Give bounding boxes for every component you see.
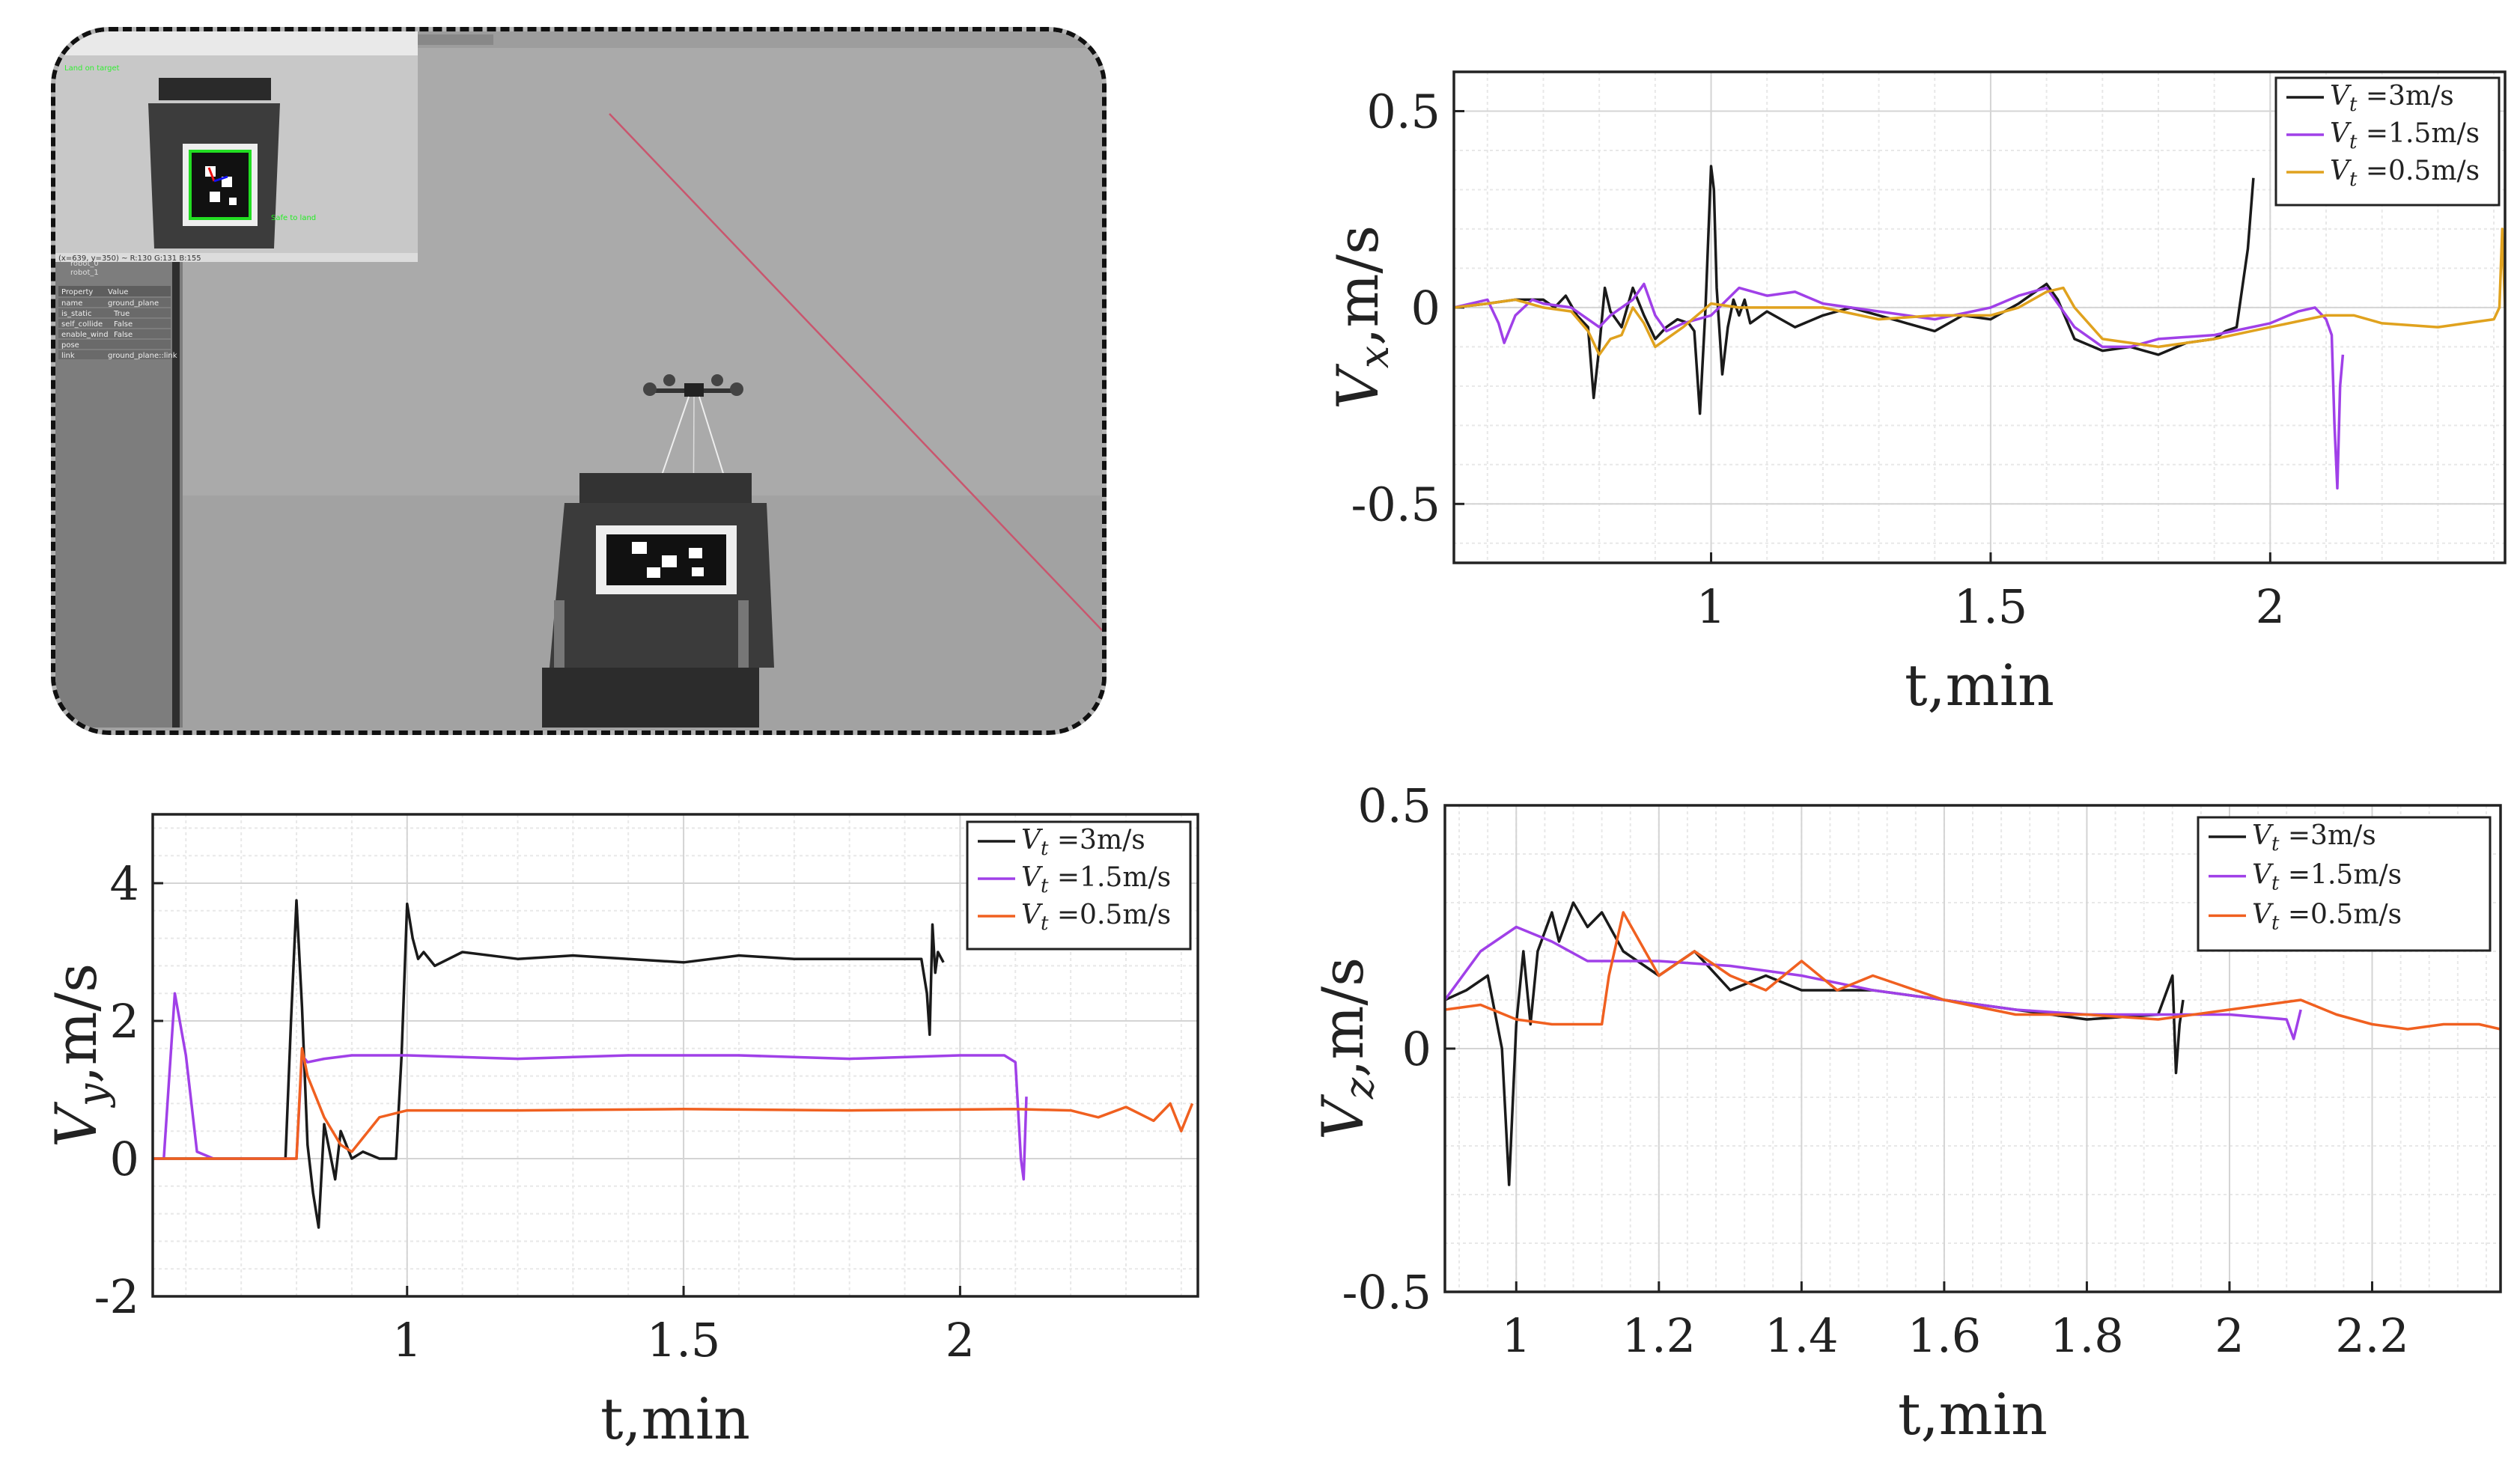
x-tick-label: 1.2 (1622, 1308, 1696, 1363)
y-tick-label: 0 (1402, 1022, 1431, 1076)
property-name: link (61, 352, 75, 360)
x-axis-label: t,min (1905, 652, 2054, 719)
y-tick-label: 0.5 (1357, 778, 1431, 833)
property-name: self_collide (61, 320, 103, 329)
camera-status-bar (55, 253, 418, 262)
camera-target-label: Safe to land (271, 214, 316, 222)
property-value: False (114, 331, 133, 339)
y-tick-label: -2 (94, 1269, 139, 1324)
plot-area (153, 814, 1198, 1296)
chart-vx-group: 1 1.5 2 -0.5 0 0.5 t,min Vx,m/s Vt =3m/sVt =1.5m… (1324, 70, 2507, 719)
x-tick-label: 1.5 (1954, 579, 2028, 634)
topic-item[interactable]: robot_1 (70, 269, 99, 277)
legend-entry: Vt =0.5m/s (2330, 156, 2480, 191)
legend-box (2197, 816, 2492, 952)
y-axis-label: Vx,m/s (1324, 225, 1398, 409)
y-tick-label: 0 (110, 1132, 139, 1186)
property-value: False (114, 320, 133, 329)
property-name: pose (61, 341, 79, 350)
y-axis-label: Vy,m/s (43, 963, 116, 1147)
legend-box (966, 820, 1192, 951)
y-tick-label: 4 (110, 856, 139, 911)
series-line-0 (1454, 165, 2255, 415)
x-tick-label: 2 (946, 1313, 975, 1367)
x-axis-label: t,min (1898, 1381, 2048, 1448)
plot-frame (1452, 70, 2507, 564)
y-tick-label: 2 (110, 994, 139, 1049)
chart-vz-group: 1 1.2 1.4 1.6 1.8 2 2.2 -0.5 0 0.5 t,min Vz,m/s Vt =… (1309, 778, 2502, 1448)
legend-entry: Vt =3m/s (1021, 825, 1145, 860)
property-name: is_static (61, 310, 91, 318)
legend-entry: Vt =1.5m/s (2330, 118, 2480, 153)
plot-frame (1443, 804, 2502, 1293)
x-tick-label: 2 (2215, 1308, 2244, 1363)
series-line-0 (153, 899, 945, 1229)
property-value: ground_plane (108, 299, 159, 308)
series-line-2 (153, 1047, 1194, 1160)
x-tick-label: 1 (1502, 1308, 1531, 1363)
y-tick-label: 0.5 (1366, 84, 1440, 138)
panel-divider[interactable] (172, 248, 180, 728)
series-line-1 (1445, 925, 2302, 1040)
drone (639, 374, 745, 541)
simulator-scene: Property Value robot_0 robot_1 name grou… (55, 31, 1102, 731)
properties-header-property: Property (61, 288, 93, 296)
property-row[interactable] (58, 319, 171, 328)
properties-panel (55, 248, 183, 728)
camera-vehicle: Safe to land (148, 78, 316, 248)
property-name: enable_wind (61, 331, 109, 339)
legend-box (2274, 76, 2501, 207)
x-tick-label: 1.6 (1908, 1308, 1982, 1363)
camera-status-text: (x=639, y=350) ~ R:130 G:131 B:155 (58, 254, 201, 263)
legend-entry: Vt =1.5m/s (2252, 860, 2402, 895)
property-value: ground_plane::link (108, 352, 177, 360)
property-value: True (113, 310, 130, 318)
chart-vy-group: 1 1.5 2 -2 0 2 4 t,min Vy,m/s Vt =3m/sVt =1.5m/sV… (43, 813, 1199, 1452)
legend-entry: Vt =3m/s (2330, 81, 2454, 116)
plot-frame (151, 813, 1199, 1298)
plot-area (1454, 72, 2505, 563)
plot-area (1445, 805, 2501, 1292)
property-row[interactable] (58, 350, 171, 359)
x-tick-label: 1.8 (2050, 1308, 2124, 1363)
property-row[interactable] (58, 308, 171, 317)
y-tick-label: 0 (1411, 281, 1440, 335)
camera-overlay-label: Land on target (64, 64, 120, 73)
camera-inset-title (55, 31, 418, 55)
property-row[interactable] (58, 340, 171, 349)
legend-entry: Vt =0.5m/s (1021, 900, 1171, 935)
toolbar-icons[interactable] (396, 34, 493, 45)
legend-entry: Vt =3m/s (2252, 820, 2376, 856)
properties-table: Property Value robot_0 robot_1 name grou… (58, 260, 177, 360)
properties-header-value: Value (108, 288, 128, 296)
simulator-screenshot: Property Value robot_0 robot_1 name grou… (51, 27, 1107, 735)
legend-entry: Vt =1.5m/s (1021, 862, 1171, 897)
x-tick-label: 2.2 (2335, 1308, 2409, 1363)
legend-entry: Vt =0.5m/s (2252, 899, 2402, 934)
trajectory-line (609, 113, 1102, 631)
x-axis-label: t,min (600, 1385, 750, 1452)
series-line-1 (153, 992, 1028, 1181)
y-tick-label: -0.5 (1351, 477, 1440, 531)
x-tick-label: 2 (2256, 579, 2285, 634)
x-tick-label: 1 (1696, 579, 1726, 634)
property-row[interactable] (58, 298, 171, 307)
y-tick-label: -0.5 (1342, 1265, 1431, 1320)
series-line-2 (1445, 911, 2501, 1031)
series-line-0 (1445, 901, 2185, 1186)
series-line-2 (1454, 228, 2505, 356)
topic-item[interactable]: robot_0 (70, 260, 99, 268)
property-row[interactable] (58, 329, 171, 338)
x-tick-label: 1 (392, 1313, 421, 1367)
properties-header-row (58, 286, 171, 296)
ground-vehicle (542, 473, 774, 728)
x-tick-label: 1.5 (647, 1313, 721, 1367)
x-tick-label: 1.4 (1765, 1308, 1839, 1363)
y-axis-label: Vz,m/s (1309, 957, 1383, 1140)
property-name: name (61, 299, 82, 308)
series-line-1 (1454, 282, 2345, 490)
